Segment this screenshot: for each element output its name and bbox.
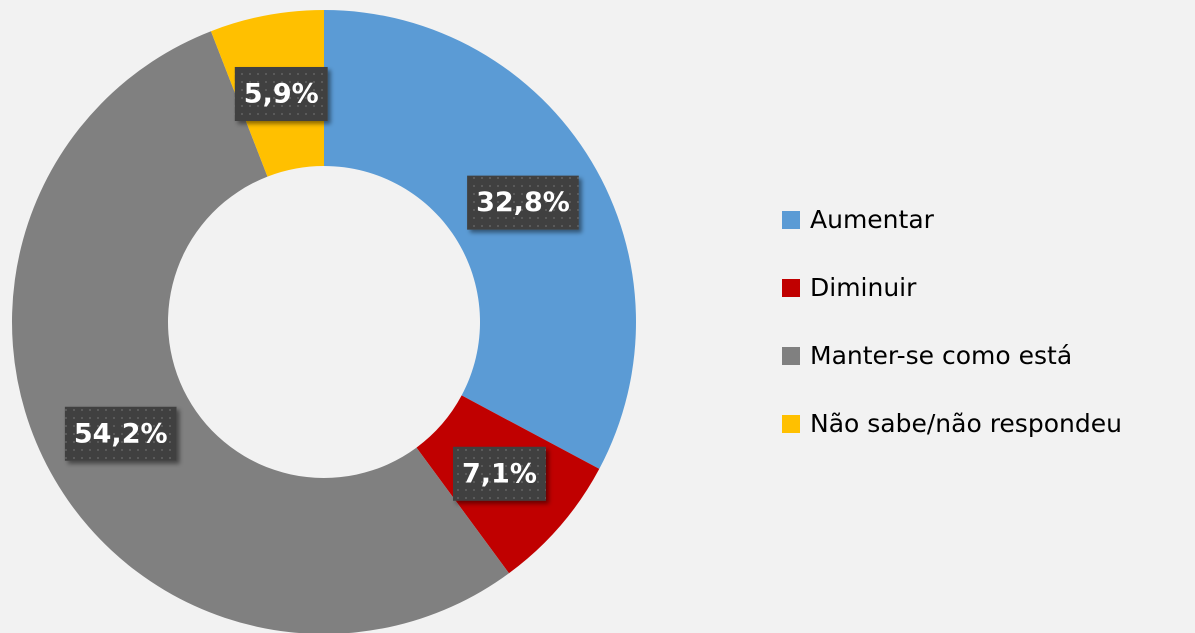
legend-label: Aumentar	[810, 205, 935, 234]
legend: Aumentar Diminuir Manter-se como está Não s…	[782, 205, 1122, 438]
label-box	[234, 66, 328, 121]
data-labels: 32,8% 7,1% 54,2% 5,9%	[64, 66, 579, 501]
label-box	[64, 406, 177, 461]
data-label: 5,9%	[234, 66, 328, 121]
legend-label: Manter-se como está	[810, 341, 1072, 370]
label-text: 32,8%	[476, 187, 570, 218]
slice	[12, 31, 509, 633]
slices	[12, 10, 636, 633]
label-box	[453, 446, 546, 501]
data-label: 7,1%	[453, 446, 546, 501]
legend-swatch	[782, 347, 800, 365]
legend-label: Diminuir	[810, 273, 917, 302]
label-text: 54,2%	[74, 418, 168, 449]
legend-swatch	[782, 279, 800, 297]
data-label: 54,2%	[64, 406, 177, 461]
legend-swatch	[782, 415, 800, 433]
legend-label: Não sabe/não respondeu	[810, 409, 1122, 438]
label-text: 7,1%	[462, 458, 537, 489]
label-box	[467, 175, 579, 230]
legend-swatch	[782, 211, 800, 229]
data-label: 32,8%	[467, 175, 579, 230]
slice	[324, 10, 636, 469]
label-text: 5,9%	[244, 78, 319, 109]
